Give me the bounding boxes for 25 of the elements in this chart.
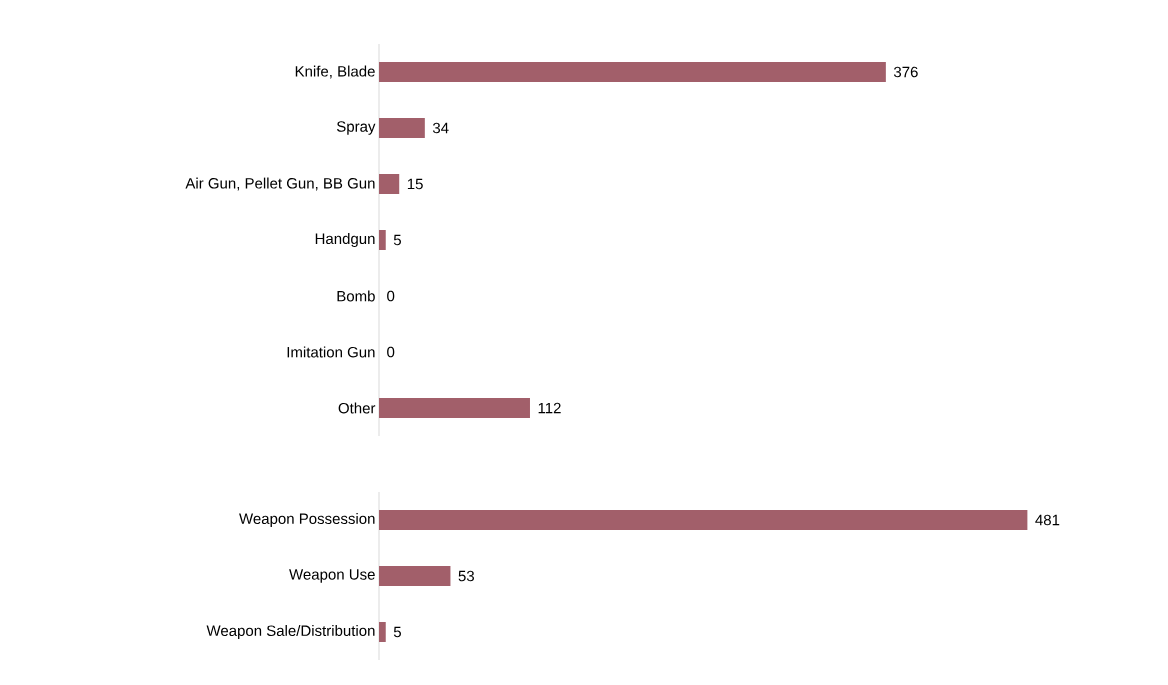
data-label: 376	[893, 66, 918, 78]
y-tick-label: Imitation Gun	[287, 346, 375, 358]
bar	[379, 118, 425, 138]
data-label: 53	[458, 570, 475, 582]
data-label: 34	[432, 122, 449, 134]
data-label: 0	[387, 290, 395, 302]
data-label: 481	[1035, 514, 1060, 526]
y-tick-label: Knife, Blade	[295, 65, 375, 79]
y-tick-label: Weapon Possession	[239, 513, 375, 527]
data-label: 5	[393, 626, 401, 638]
bar	[379, 174, 400, 194]
data-label: 5	[393, 234, 401, 246]
y-tick-label: Other	[338, 402, 376, 414]
bar	[379, 230, 386, 250]
bar	[379, 62, 886, 82]
bar	[379, 398, 530, 418]
y-tick-label: Air Gun, Pellet Gun, BB Gun	[185, 177, 375, 191]
y-tick-label: Handgun	[315, 233, 375, 247]
y-tick-label: Weapon Sale/Distribution	[206, 625, 375, 639]
data-label: 0	[387, 346, 395, 358]
data-label: 112	[538, 402, 561, 414]
y-tick-label: Bomb	[337, 290, 375, 302]
data-label: 15	[407, 178, 423, 190]
y-tick-label: Weapon Use	[289, 569, 375, 583]
y-tick-label: Spray	[336, 121, 376, 135]
